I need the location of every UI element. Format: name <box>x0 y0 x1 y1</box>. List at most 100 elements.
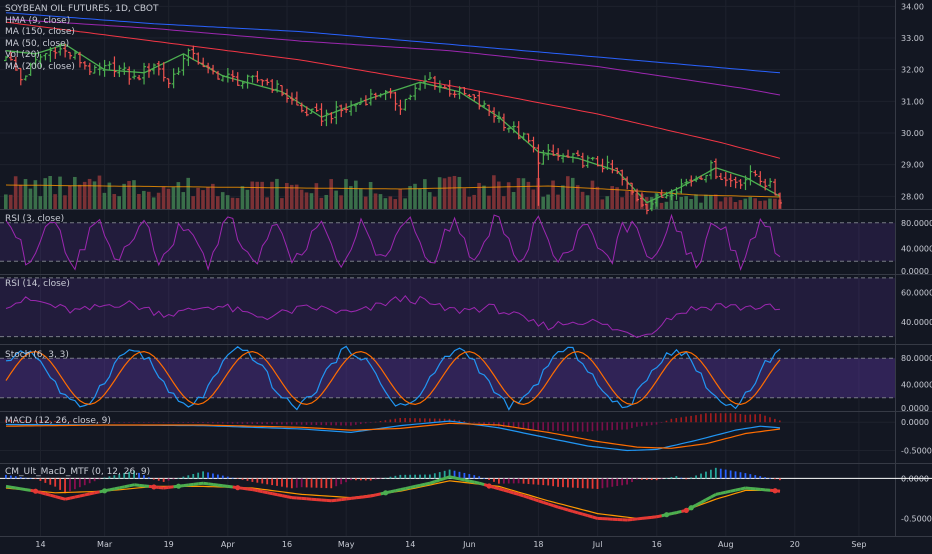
macd-histogram-bar <box>424 418 426 422</box>
cm-histogram-bar <box>419 475 421 479</box>
hma-legend[interactable]: HMA (9, close) <box>5 16 159 28</box>
cm-histogram-bar <box>542 478 544 485</box>
volume-bar <box>477 183 481 209</box>
cm-histogram-bar <box>409 475 411 479</box>
macd-histogram-bar <box>429 418 431 422</box>
volume-bar <box>364 197 368 209</box>
cm-histogram-bar <box>202 471 204 478</box>
cm-histogram-bar <box>266 478 268 484</box>
volume-bar <box>344 179 348 209</box>
cm-macd-segment <box>676 511 681 512</box>
macd-legend[interactable]: MACD (12, 26, close, 9) <box>5 416 111 428</box>
macd-histogram-bar <box>764 416 766 423</box>
volume-bar <box>122 184 126 209</box>
macd-histogram-bar <box>409 418 411 422</box>
cm-macd-segment <box>474 482 479 483</box>
macd-histogram-bar <box>720 413 722 422</box>
time-tick-label: 20 <box>790 540 800 549</box>
cm-histogram-bar <box>232 478 234 479</box>
cm-cross-dot <box>33 489 38 494</box>
cm-macd-segment <box>248 489 253 490</box>
macd-histogram-bar <box>769 417 771 422</box>
cm-histogram-bar <box>173 478 175 479</box>
ma150-legend[interactable]: MA (150, close) <box>5 27 159 39</box>
cm-histogram-bar <box>335 478 337 486</box>
cm-cross-dot <box>235 485 240 490</box>
cm-macd-segment <box>632 519 637 520</box>
macd-histogram-bar <box>636 422 638 427</box>
cm-histogram-bar <box>592 478 594 488</box>
cm-histogram-bar <box>730 470 732 478</box>
price-tick-label: 30.00 <box>901 129 924 138</box>
symbol-title[interactable]: SOYBEAN OIL FUTURES, 1D, CBOT <box>5 4 159 16</box>
volume-bar <box>768 198 772 209</box>
macd-histogram-bar <box>705 413 707 422</box>
volume-bar <box>763 201 767 209</box>
cm-macd-segment <box>198 483 203 484</box>
cm-macd-segment <box>514 493 519 494</box>
cm-macd-legend[interactable]: CM_Ult_MacD_MTF (0, 12, 26, 9) <box>5 467 150 479</box>
macd-histogram-bar <box>345 422 347 425</box>
cm-histogram-bar <box>168 478 170 480</box>
cm-macd-segment <box>11 487 16 488</box>
volume-bar <box>403 198 407 209</box>
rsi3-legend[interactable]: RSI (3, close) <box>5 214 64 226</box>
volume-bar <box>507 182 511 209</box>
macd-histogram-bar <box>671 419 673 422</box>
volume-bar <box>142 191 146 209</box>
volume-bar <box>167 189 171 209</box>
cm-macd-segment <box>415 485 420 486</box>
cm-histogram-bar <box>572 478 574 487</box>
cm-macd-segment <box>548 504 553 506</box>
macd-histogram-bar <box>735 413 737 422</box>
volume-bar <box>433 197 437 209</box>
cm-histogram-bar <box>641 478 643 479</box>
macd-histogram-bar <box>700 414 702 422</box>
macd-histogram-bar <box>158 422 160 423</box>
volume-bar <box>719 201 723 209</box>
rsi14-legend[interactable]: RSI (14, close) <box>5 279 70 291</box>
volume-bar <box>492 175 496 209</box>
indicator-tick-label: 80.0000 <box>901 354 932 363</box>
ma50-legend[interactable]: MA (50, close) <box>5 39 159 51</box>
cm-histogram-bar <box>754 475 756 478</box>
cm-histogram-bar <box>602 478 604 488</box>
macd-histogram-bar <box>118 422 120 423</box>
price-tick-label: 32.00 <box>901 66 924 75</box>
band-fill <box>0 223 895 261</box>
volume-legend[interactable]: Vol (20) <box>5 50 159 62</box>
cm-macd-segment <box>41 493 46 494</box>
cm-macd-segment <box>588 516 593 517</box>
cm-macd-segment <box>494 487 499 488</box>
cm-histogram-bar <box>547 478 549 485</box>
volume-bar <box>512 192 516 209</box>
volume-bar <box>103 193 107 209</box>
stoch-legend[interactable]: Stoch (6, 3, 3) <box>5 350 69 362</box>
cm-cross-dot <box>102 488 107 493</box>
cm-histogram-bar <box>207 472 209 478</box>
cm-macd-segment <box>16 488 21 489</box>
cm-histogram-bar <box>311 478 313 487</box>
volume-bar <box>206 187 210 209</box>
macd-histogram-bar <box>385 420 387 422</box>
cm-histogram-bar <box>301 478 303 487</box>
volume-bar <box>724 197 728 209</box>
price-tick-label: 33.00 <box>901 34 924 43</box>
volume-bar <box>43 178 47 209</box>
cm-histogram-bar <box>242 478 244 479</box>
cm-histogram-bar <box>375 478 377 479</box>
macd-histogram-bar <box>192 422 194 423</box>
macd-histogram-bar <box>606 422 608 430</box>
cm-macd-segment <box>203 483 208 484</box>
time-tick-label: Sep <box>851 540 866 549</box>
cm-cross-dot <box>383 490 388 495</box>
volume-bar <box>290 185 294 209</box>
indicator-tick-label: 40.0000 <box>901 381 932 390</box>
volume-bar <box>423 179 427 209</box>
volume-bar <box>117 196 121 209</box>
ma200-legend[interactable]: MA (200, close) <box>5 62 159 74</box>
macd-histogram-bar <box>168 422 170 423</box>
volume-bar <box>369 182 373 209</box>
cm-histogram-bar <box>291 478 293 488</box>
